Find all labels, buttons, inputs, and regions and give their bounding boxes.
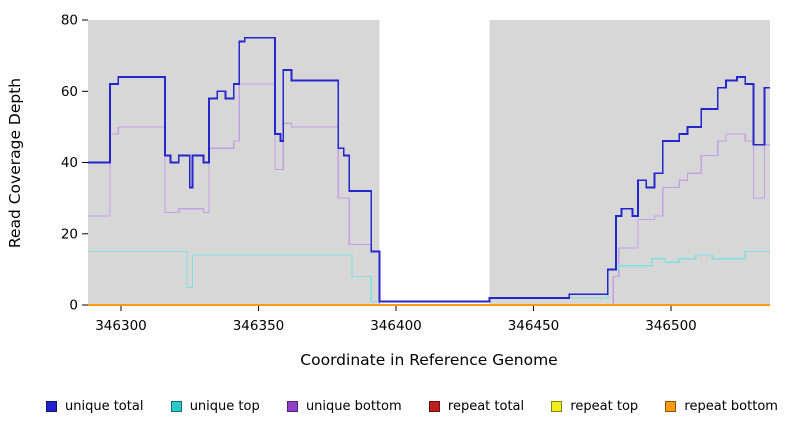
covered-region	[88, 20, 380, 305]
legend-label: repeat total	[447, 399, 525, 414]
legend-swatch-icon	[665, 401, 677, 412]
legend-label: unique top	[189, 399, 260, 414]
y-tick-label: 20	[61, 226, 78, 242]
legend: unique total unique top unique bottom repea…	[46, 399, 778, 414]
y-axis-label-text: Read Coverage Depth	[6, 77, 24, 248]
legend-label: unique total	[65, 399, 144, 414]
y-axis-label: Read Coverage Depth	[0, 20, 30, 305]
legend-swatch-icon	[286, 401, 298, 412]
y-tick-label: 60	[61, 84, 78, 100]
series-unique-top	[88, 251, 770, 302]
legend-swatch-icon	[428, 401, 440, 412]
legend-item-unique-top: unique top	[170, 399, 260, 414]
y-tick-label: 0	[69, 298, 78, 314]
legend-item-repeat-bottom: repeat bottom	[665, 399, 778, 414]
x-tick-label: 346300	[95, 318, 147, 334]
legend-label: unique bottom	[305, 399, 402, 414]
x-tick-label: 346400	[370, 318, 422, 334]
series-unique-total	[88, 36, 770, 303]
coverage-chart: 346300 346350 346400 346450 346500 0 20 40 60 80	[61, 13, 770, 334]
legend-swatch-icon	[46, 401, 57, 412]
x-tick-label: 346450	[508, 318, 560, 334]
legend-item-unique-bottom: unique bottom	[286, 399, 402, 414]
y-tick-label: 80	[61, 13, 78, 29]
legend-swatch-icon	[170, 401, 182, 412]
legend-label: repeat top	[570, 399, 639, 414]
x-axis-label: Coordinate in Reference Genome	[300, 351, 558, 369]
legend-item-repeat-total: repeat total	[428, 399, 525, 414]
legend-item-unique-total: unique total	[46, 399, 143, 414]
y-tick-label: 40	[61, 155, 78, 171]
legend-item-repeat-top: repeat top	[551, 399, 638, 414]
covered-region	[489, 20, 770, 305]
x-tick-label: 346350	[233, 318, 285, 334]
x-tick-label: 346500	[645, 318, 697, 334]
legend-swatch-icon	[551, 401, 563, 412]
legend-label: repeat bottom	[684, 399, 778, 414]
